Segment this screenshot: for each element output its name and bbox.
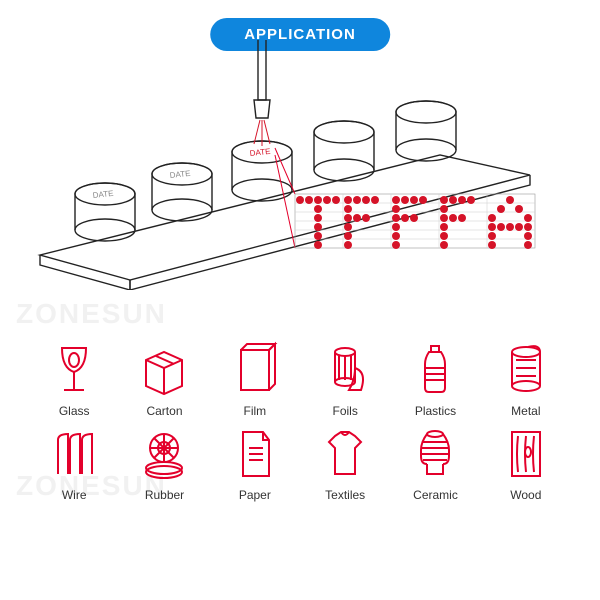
metal-icon-cell: Metal [482, 340, 570, 418]
carton-label: Carton [146, 404, 182, 418]
foils-label: Foils [332, 404, 357, 418]
glass-icon-cell: Glass [30, 340, 118, 418]
paper-label: Paper [239, 488, 271, 502]
conveyor-illustration: DATE DATE DATE [10, 30, 590, 290]
ceramic-label: Ceramic [413, 488, 458, 502]
ceramic-icon-cell: Ceramic [391, 424, 479, 502]
film-icon-cell: Film [211, 340, 299, 418]
wood-icon-cell: Wood [482, 424, 570, 502]
cylinder-1: DATE [75, 183, 135, 241]
svg-text:DATE: DATE [92, 189, 114, 200]
carton-icon-cell: Carton [120, 340, 208, 418]
dot-matrix-panel [295, 194, 535, 249]
wood-icon [496, 424, 556, 484]
svg-text:DATE: DATE [249, 147, 271, 158]
film-label: Film [243, 404, 266, 418]
plastics-label: Plastics [415, 404, 456, 418]
carton-icon [134, 340, 194, 400]
rubber-icon [134, 424, 194, 484]
textiles-icon [315, 424, 375, 484]
foils-icon [315, 340, 375, 400]
glass-icon [44, 340, 104, 400]
glass-label: Glass [59, 404, 90, 418]
paper-icon [225, 424, 285, 484]
plastics-icon-cell: Plastics [391, 340, 479, 418]
rubber-label: Rubber [145, 488, 184, 502]
paper-icon-cell: Paper [211, 424, 299, 502]
plastics-icon [405, 340, 465, 400]
metal-label: Metal [511, 404, 540, 418]
wire-icon-cell: Wire [30, 424, 118, 502]
metal-icon [496, 340, 556, 400]
cylinder-5 [396, 101, 456, 161]
cylinder-2: DATE [152, 163, 212, 221]
textiles-label: Textiles [325, 488, 365, 502]
textiles-icon-cell: Textiles [301, 424, 389, 502]
rubber-icon-cell: Rubber [120, 424, 208, 502]
materials-icon-grid: Glass Carton Film Foils Plastics Metal Wire Rub… [30, 340, 570, 502]
film-icon [225, 340, 285, 400]
ceramic-icon [405, 424, 465, 484]
foils-icon-cell: Foils [301, 340, 389, 418]
wire-icon [44, 424, 104, 484]
svg-text:DATE: DATE [169, 169, 191, 180]
cylinder-4 [314, 121, 374, 181]
watermark: ZONESUN [16, 298, 167, 330]
wire-label: Wire [62, 488, 87, 502]
printer-head [254, 40, 270, 146]
wood-label: Wood [510, 488, 541, 502]
